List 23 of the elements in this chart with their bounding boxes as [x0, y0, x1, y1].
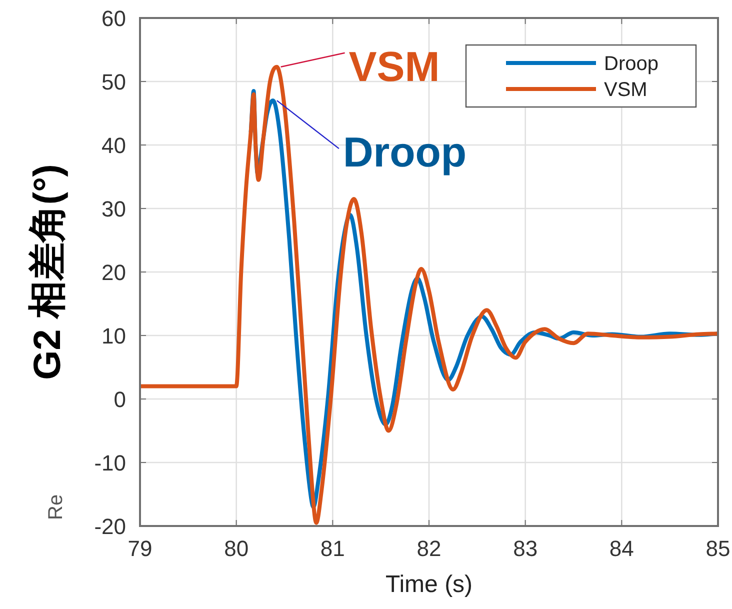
y-tick-label: 30: [102, 196, 126, 222]
y-tick-label: 0: [114, 387, 126, 412]
y-tick-label: 20: [102, 260, 126, 285]
y-tick-label: 10: [102, 324, 126, 348]
y-tick-label: 40: [102, 133, 126, 158]
y-tick-label: -20: [94, 514, 126, 539]
x-axis-title: Time (s): [385, 571, 473, 598]
y-axis-title: G2 相差角(°): [27, 164, 69, 380]
x-tick-label: 85: [706, 536, 730, 561]
x-tick-label: 82: [416, 536, 442, 561]
text: Re: [45, 494, 67, 520]
x-tick-label: 83: [513, 536, 538, 561]
legend-label: VSM: [604, 79, 648, 101]
x-tick-label: 80: [224, 536, 249, 561]
x-tick-label: 81: [320, 536, 345, 561]
legend-label: Droop: [604, 53, 658, 75]
y-tick-label: -10: [94, 450, 126, 476]
annotation: Droop: [342, 128, 467, 176]
x-tick-label: 79: [128, 536, 152, 561]
annotation: VSM: [348, 42, 440, 90]
y-tick-label: 50: [102, 70, 126, 94]
y-tick-label: 60: [102, 6, 126, 31]
x-tick-label: 84: [609, 536, 634, 561]
